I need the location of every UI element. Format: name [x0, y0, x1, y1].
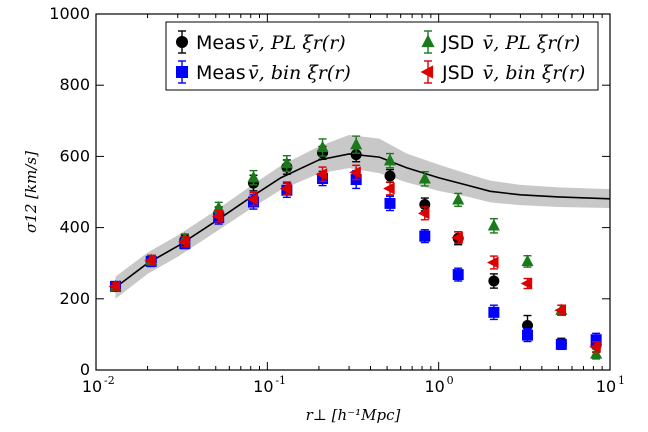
- legend-box: [165, 21, 599, 91]
- data-point: [280, 156, 293, 169]
- data-point: [590, 334, 602, 346]
- series-3: [108, 164, 601, 353]
- data-point: [452, 269, 464, 281]
- data-point: [487, 218, 500, 231]
- data-point: [486, 256, 499, 269]
- plot-frame: [95, 13, 611, 371]
- data-point: [488, 306, 500, 318]
- legend-label-math: v̄, PL ξr(r): [483, 32, 581, 54]
- data-point: [384, 197, 396, 209]
- data-point: [246, 193, 259, 206]
- legend-label: JSD: [441, 32, 474, 54]
- data-point: [383, 182, 395, 195]
- x-tick-label: 10: [82, 377, 102, 396]
- legend-label: Meas: [196, 32, 246, 54]
- data-point: [212, 201, 225, 213]
- data-point: [452, 192, 465, 205]
- y-tick-label: 600: [59, 146, 90, 165]
- x-tick-label: 10: [253, 377, 273, 396]
- x-tick-label-exponent: -2: [104, 374, 115, 387]
- data-point: [247, 170, 260, 183]
- legend-entry-3: JSD v̄, bin ξr(r): [420, 60, 586, 84]
- data-point: [384, 170, 396, 182]
- data-point: [108, 280, 121, 293]
- data-series-layer: [108, 135, 603, 360]
- legend-label-math: v̄, PL ξr(r): [248, 32, 346, 54]
- legend-marker: [176, 36, 188, 48]
- model-line: [115, 153, 611, 289]
- legend-entry-0: Meas v̄, PL ξr(r): [176, 30, 346, 54]
- data-point: [521, 254, 534, 267]
- data-point: [417, 207, 430, 220]
- x-tick-label-exponent: 0: [447, 374, 454, 387]
- data-point: [555, 338, 567, 350]
- legend-marker: [176, 66, 188, 78]
- legend-label-math: v̄, bin ξr(r): [248, 62, 351, 84]
- data-point: [418, 171, 431, 184]
- data-point: [349, 166, 361, 179]
- data-point: [350, 137, 363, 150]
- x-tick-label: 10: [596, 377, 616, 396]
- legend-label: JSD: [441, 62, 474, 84]
- legend-entry-2: JSD v̄, PL ξr(r): [421, 30, 581, 54]
- model-uncertainty-band: [115, 135, 611, 299]
- x-tick-label-exponent: 1: [618, 374, 625, 387]
- data-point: [144, 254, 156, 267]
- legend-marker: [420, 65, 434, 79]
- model-line-layer: [115, 153, 611, 289]
- y-tick-label: 200: [59, 289, 90, 308]
- y-tick-label: 800: [59, 75, 90, 94]
- y-tick-label: 1000: [49, 4, 90, 23]
- y-tick-label: 0: [80, 360, 90, 379]
- data-point: [177, 235, 190, 248]
- data-point: [554, 304, 567, 317]
- legend: Meas v̄, PL ξr(r)Meas v̄, bin ξr(r)JSD v̄, …: [165, 21, 599, 91]
- data-point: [316, 140, 329, 153]
- data-point: [522, 329, 534, 341]
- data-point: [315, 168, 328, 181]
- x-tick-label-exponent: -1: [275, 374, 286, 387]
- data-point: [589, 340, 601, 353]
- legend-entry-1: Meas v̄, bin ξr(r): [176, 60, 351, 84]
- data-point: [520, 277, 533, 290]
- data-point: [211, 210, 224, 223]
- data-point: [350, 149, 362, 161]
- model-uncertainty-band-layer: [115, 135, 611, 299]
- legend-label: Meas: [196, 62, 246, 84]
- data-point: [383, 153, 397, 166]
- axis-ticks: [95, 13, 611, 371]
- y-axis-label: σ12 [km/s]: [22, 151, 40, 233]
- x-axis-label: r⊥ [h⁻¹Mpc]: [306, 406, 401, 424]
- data-point: [590, 347, 603, 359]
- data-point: [488, 275, 500, 287]
- legend-marker: [421, 34, 435, 48]
- legend-label-math: v̄, bin ξr(r): [483, 62, 586, 84]
- data-point: [451, 231, 463, 244]
- data-point: [279, 182, 292, 195]
- x-tick-label: 10: [424, 377, 444, 396]
- y-tick-label: 400: [59, 218, 90, 237]
- data-point: [419, 230, 431, 242]
